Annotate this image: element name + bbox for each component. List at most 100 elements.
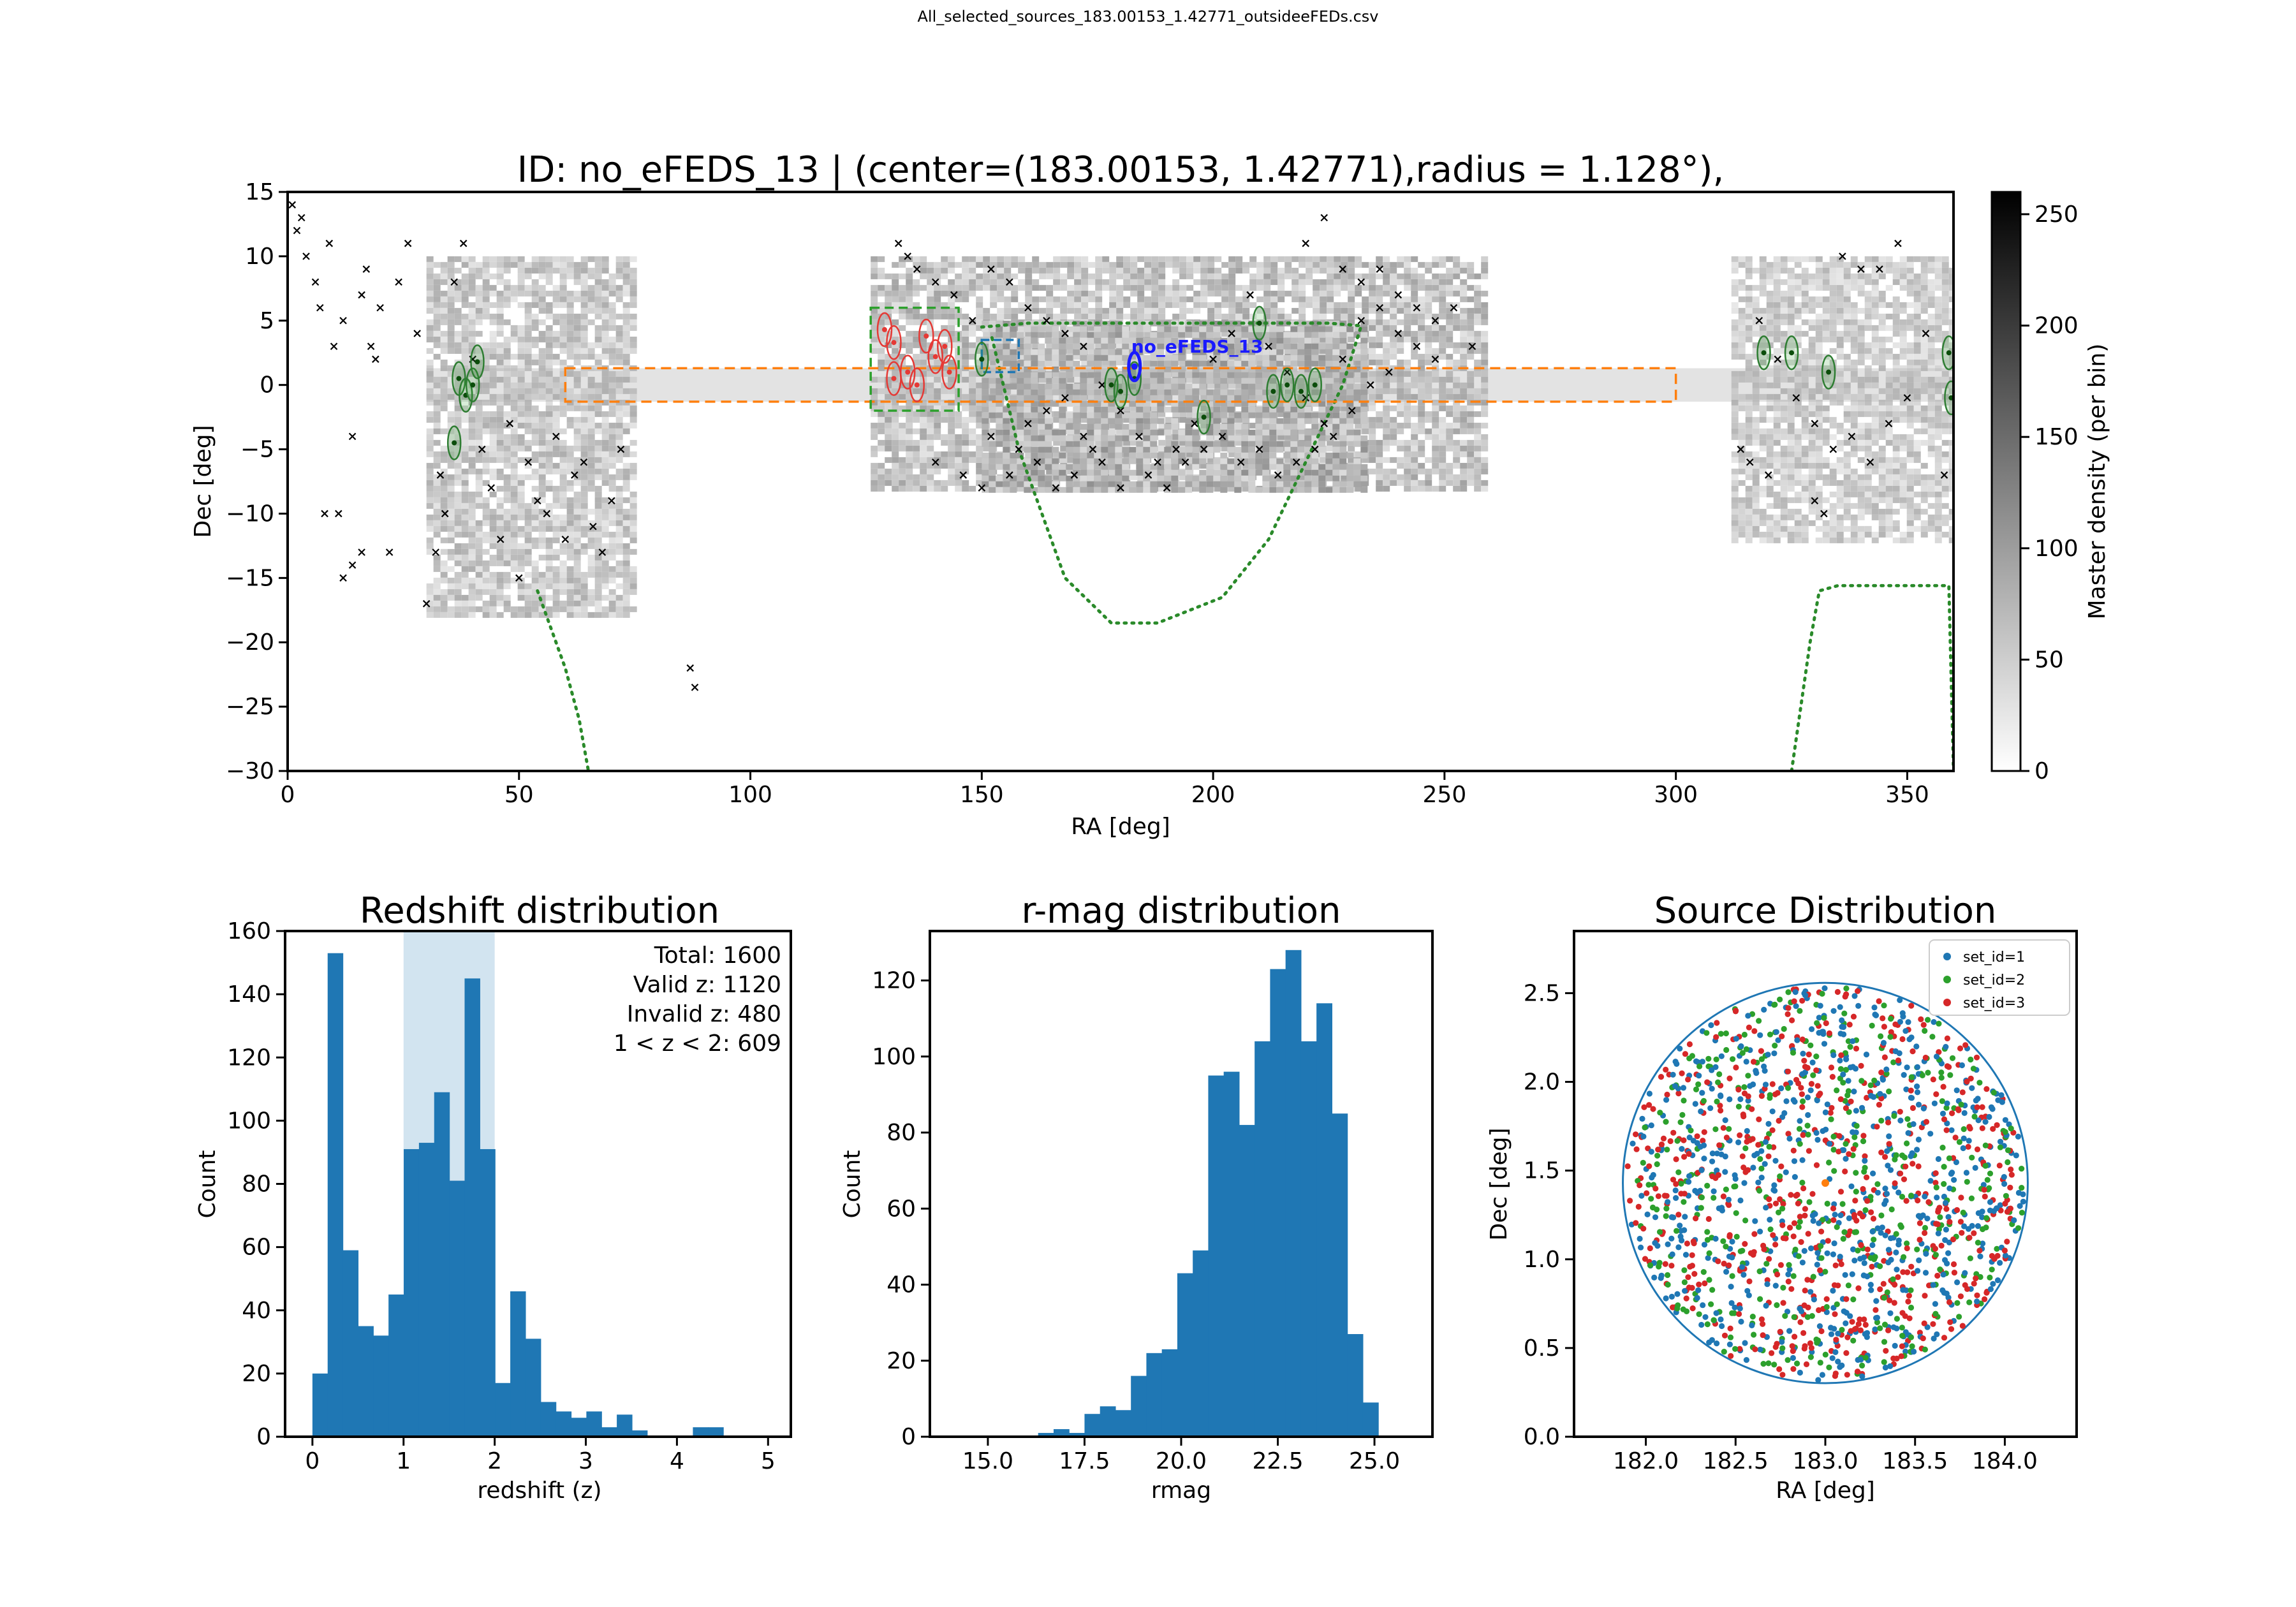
density-bin [426,537,434,543]
density-bin [1074,307,1082,314]
density-bin [1018,261,1026,268]
density-bin [566,336,574,342]
density-bin [545,307,553,314]
density-bin [580,508,588,515]
density-bin [552,405,560,411]
density-bin [1087,469,1094,476]
density-bin [1397,422,1404,429]
density-bin [496,571,504,578]
density-bin [552,606,560,612]
density-bin [1299,290,1306,297]
density-bin [1087,383,1094,390]
density-bin [1003,475,1010,481]
density-bin [1383,399,1390,406]
density-bin [573,267,581,274]
density-bin [989,366,996,372]
density-bin [1094,372,1101,378]
density-bin [927,302,934,308]
density-bin [1270,256,1278,262]
density-bin [1059,360,1066,367]
density-bin [496,434,504,440]
density-bin [913,411,920,417]
density-bin [531,577,539,583]
density-bin [1355,290,1362,297]
density-bin [1362,284,1369,291]
density-bin [440,388,448,394]
density-bin [1137,313,1145,319]
density-bin [454,468,462,474]
density-bin [468,612,476,618]
density-bin [899,307,906,314]
density-bin [962,330,969,337]
density-bin [510,290,518,297]
density-bin [503,348,511,354]
density-bin [927,480,934,486]
density-bin [1313,284,1320,291]
density-bin [629,491,637,497]
density-bin [1046,313,1054,319]
density-bin [447,416,455,423]
density-bin [976,279,983,285]
density-bin [531,594,539,601]
density-bin [587,273,595,279]
density-bin [1123,261,1131,268]
density-bin [538,267,546,274]
density-bin [1341,382,1348,388]
density-bin [927,296,934,302]
density-bin [489,382,497,388]
density-bin [871,393,878,400]
density-bin [1214,434,1222,440]
density-bin [573,439,581,446]
density-bin [629,393,637,400]
density-bin [1024,429,1031,436]
density-bin [559,325,567,331]
density-bin [1348,302,1355,308]
density-bin [1383,439,1390,446]
density-bin [1460,416,1468,423]
density-bin [1376,393,1383,400]
density-bin [559,451,567,457]
density-bin [545,468,553,474]
density-bin [1432,399,1439,406]
density-bin [531,319,539,325]
density-bin [461,543,469,549]
density-bin [482,359,490,365]
density-bin [1425,474,1432,480]
density-bin [1481,393,1489,400]
density-bin [1446,353,1453,360]
density-bin [1418,325,1425,331]
density-bin [1032,267,1040,274]
density-bin [1053,474,1061,480]
density-bin [1032,307,1040,314]
density-bin [1418,428,1425,434]
density-bin [1460,428,1468,434]
density-bin [885,474,892,480]
density-bin [545,583,553,589]
density-bin [573,445,581,451]
density-bin [601,612,609,618]
density-bin [1249,393,1257,400]
density-bin [920,428,927,434]
density-bin [1017,435,1024,441]
density-bin [468,514,476,520]
density-bin [1474,359,1482,365]
density-bin [1087,464,1094,470]
density-bin [1362,422,1369,429]
density-bin [531,279,539,285]
density-bin [461,451,469,457]
density-bin [1137,273,1145,279]
density-bin [871,411,878,417]
density-bin [461,445,469,451]
density-bin [1066,366,1073,372]
density-bin [1052,464,1059,470]
density-bin [461,428,469,434]
density-bin [982,389,989,395]
density-bin [580,531,588,538]
density-bin [454,554,462,561]
density-bin [1369,325,1376,331]
density-bin [1017,395,1024,401]
density-bin [440,376,448,383]
density-bin [552,416,560,423]
density-bin [1137,302,1145,308]
density-bin [517,560,525,566]
